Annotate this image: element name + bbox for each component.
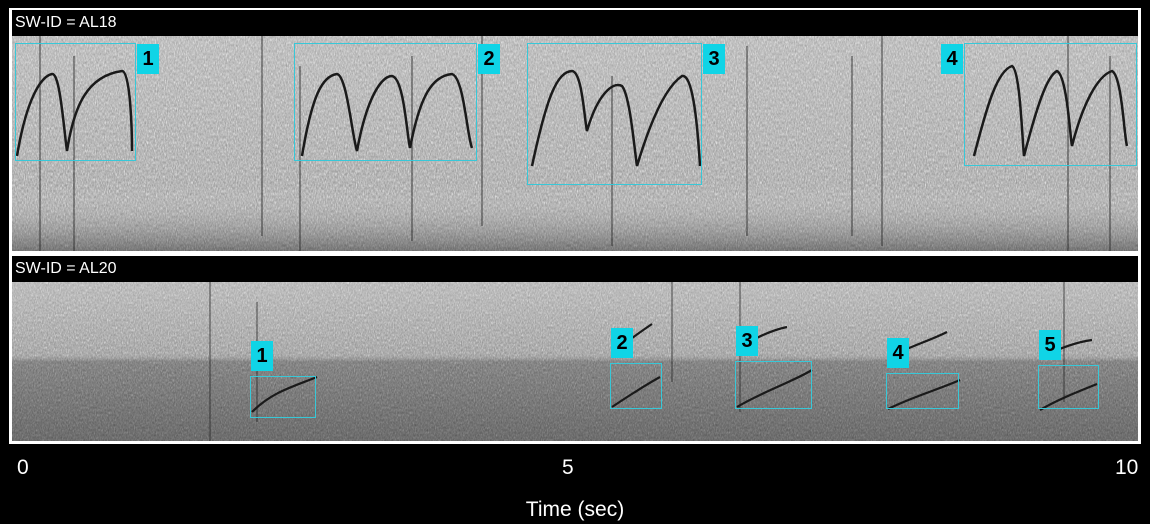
- selection-box-3[interactable]: [527, 43, 702, 185]
- selection-box-3[interactable]: [735, 361, 812, 409]
- selection-label-2: 2: [611, 328, 633, 358]
- selection-box-1[interactable]: [15, 43, 136, 161]
- selection-label-1: 1: [251, 341, 273, 371]
- tick-label-10: 10: [1115, 456, 1139, 479]
- selection-label-1: 1: [137, 44, 159, 74]
- selection-box-2[interactable]: [294, 43, 477, 161]
- selection-label-5: 5: [1039, 330, 1061, 360]
- selection-label-2: 2: [478, 44, 500, 74]
- tick-label-5: 5: [562, 456, 574, 479]
- selection-label-3: 3: [703, 44, 725, 74]
- panel-title: SW-ID = AL20: [12, 256, 1138, 282]
- axis-title: Time (sec): [525, 498, 625, 521]
- selection-box-1[interactable]: [250, 376, 316, 418]
- selection-box-5[interactable]: [1038, 365, 1099, 409]
- spectrogram-panel-al20: SW-ID = AL20: [12, 256, 1138, 441]
- selection-box-2[interactable]: [610, 363, 662, 409]
- time-axis: 0 5 10 Time (sec): [0, 446, 1150, 524]
- selection-label-4: 4: [887, 338, 909, 368]
- selection-box-4[interactable]: [964, 43, 1137, 166]
- selection-label-3: 3: [736, 326, 758, 356]
- selection-label-4: 4: [941, 44, 963, 74]
- selection-box-4[interactable]: [886, 373, 959, 409]
- panel-title: SW-ID = AL18: [12, 10, 1138, 36]
- spectrogram-panel-al18: SW-ID = AL18: [12, 10, 1138, 251]
- tick-label-0: 0: [17, 456, 29, 479]
- spectrogram-image: [12, 282, 1138, 441]
